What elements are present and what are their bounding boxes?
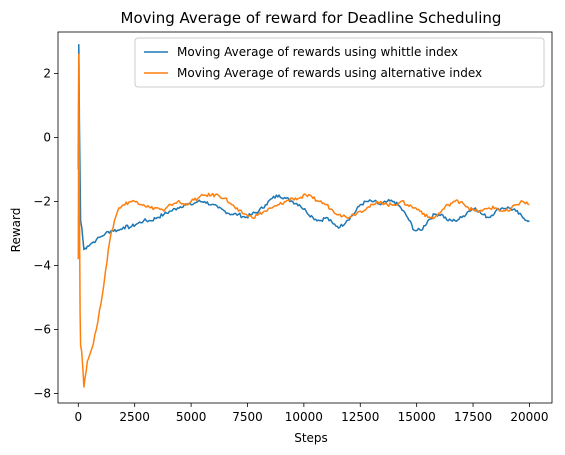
y-tick-label: −6 bbox=[33, 322, 51, 336]
x-tick-label: 12500 bbox=[341, 410, 379, 424]
x-tick-label: 0 bbox=[74, 410, 82, 424]
y-tick-label: 0 bbox=[43, 131, 51, 145]
plot-frame bbox=[57, 31, 553, 404]
legend-box bbox=[134, 37, 545, 88]
x-tick-label: 10000 bbox=[285, 410, 323, 424]
x-axis-label: Steps bbox=[294, 431, 328, 445]
y-tick-label: 2 bbox=[43, 67, 51, 81]
y-tick-label: −2 bbox=[33, 195, 51, 209]
x-axis: 0 2500 5000 7500 10000 12500 15000 17500 20000 bbox=[74, 403, 549, 424]
x-tick-label: 15000 bbox=[398, 410, 436, 424]
series-line-1 bbox=[77, 44, 530, 251]
x-tick-label: 5000 bbox=[176, 410, 207, 424]
legend-label-1: Moving Average of rewards using whittle … bbox=[177, 45, 458, 59]
y-axis: −8 −6 −4 −2 0 2 bbox=[33, 67, 58, 400]
x-tick-label: 7500 bbox=[232, 410, 263, 424]
legend-label-2: Moving Average of rewards using alternat… bbox=[177, 66, 482, 80]
y-axis-label: Reward bbox=[9, 208, 23, 253]
y-tick-label: −8 bbox=[33, 386, 51, 400]
y-tick-label: −4 bbox=[33, 258, 51, 272]
x-tick-label: 20000 bbox=[510, 410, 548, 424]
plot-area bbox=[57, 31, 553, 404]
x-tick-label: 17500 bbox=[454, 410, 492, 424]
legend: Moving Average of rewards using whittle … bbox=[134, 37, 545, 88]
chart-title: Moving Average of reward for Deadline Sc… bbox=[121, 9, 502, 27]
series-line-2 bbox=[77, 53, 530, 388]
x-tick-label: 2500 bbox=[119, 410, 150, 424]
